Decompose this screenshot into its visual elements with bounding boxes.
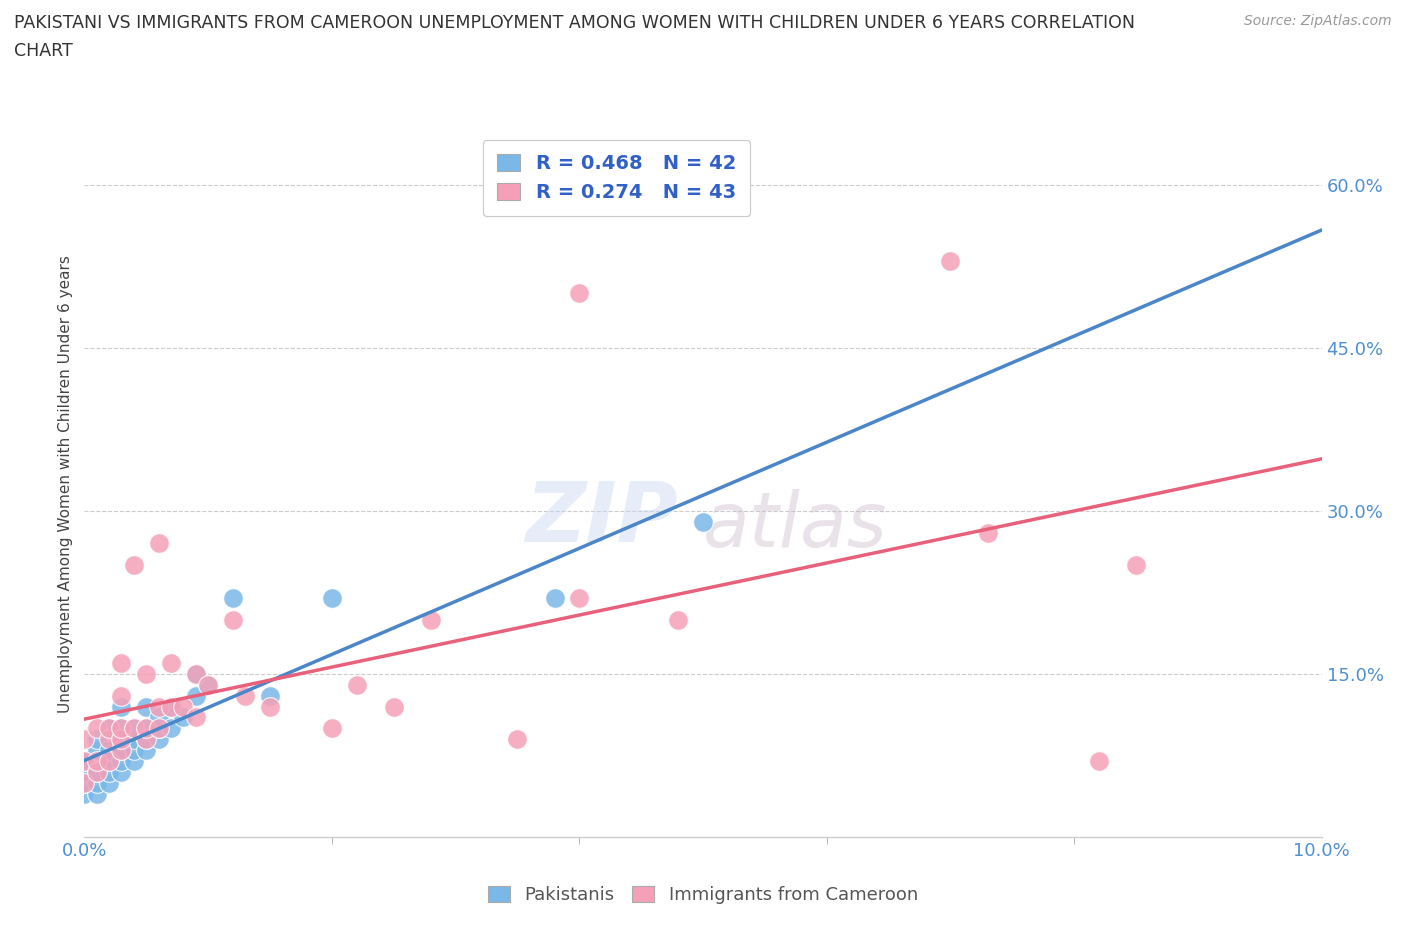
Point [692,514,714,529]
Point [568,286,591,300]
Point [233,688,256,703]
Point [568,591,591,605]
Point [73,753,96,768]
Point [110,721,132,736]
Point [321,591,343,605]
Point [506,732,529,747]
Point [73,764,96,779]
Point [543,591,565,605]
Point [98,753,121,768]
Point [122,721,145,736]
Point [321,721,343,736]
Point [135,732,157,747]
Point [135,721,157,736]
Point [73,732,96,747]
Point [184,667,207,682]
Point [86,721,108,736]
Point [86,732,108,747]
Point [122,753,145,768]
Point [259,688,281,703]
Point [73,776,96,790]
Point [148,721,170,736]
Point [382,699,405,714]
Point [939,253,962,268]
Point [666,612,689,627]
Point [86,764,108,779]
Point [73,786,96,801]
Point [98,753,121,768]
Point [148,732,170,747]
Point [135,721,157,736]
Point [172,699,194,714]
Text: PAKISTANI VS IMMIGRANTS FROM CAMEROON UNEMPLOYMENT AMONG WOMEN WITH CHILDREN UND: PAKISTANI VS IMMIGRANTS FROM CAMEROON UN… [14,14,1135,32]
Point [86,786,108,801]
Point [184,688,207,703]
Point [110,688,132,703]
Point [135,667,157,682]
Point [122,558,145,573]
Point [110,742,132,757]
Point [197,677,219,692]
Point [98,742,121,757]
Point [222,591,245,605]
Point [135,742,157,757]
Point [160,699,183,714]
Point [197,677,219,692]
Text: Source: ZipAtlas.com: Source: ZipAtlas.com [1244,14,1392,28]
Point [73,753,96,768]
Point [148,710,170,724]
Point [98,721,121,736]
Point [1125,558,1147,573]
Point [184,710,207,724]
Point [98,776,121,790]
Point [122,742,145,757]
Point [86,742,108,757]
Point [110,753,132,768]
Point [110,656,132,671]
Text: CHART: CHART [14,42,73,60]
Point [86,753,108,768]
Y-axis label: Unemployment Among Women with Children Under 6 years: Unemployment Among Women with Children U… [58,255,73,712]
Point [419,612,441,627]
Legend: Pakistanis, Immigrants from Cameroon: Pakistanis, Immigrants from Cameroon [481,879,925,911]
Point [160,656,183,671]
Point [110,764,132,779]
Point [98,721,121,736]
Point [98,732,121,747]
Point [346,677,368,692]
Point [259,699,281,714]
Point [98,764,121,779]
Point [160,721,183,736]
Point [148,699,170,714]
Point [122,721,145,736]
Point [172,710,194,724]
Point [976,525,998,540]
Point [110,721,132,736]
Text: atlas: atlas [703,489,887,563]
Point [86,776,108,790]
Point [122,732,145,747]
Point [110,742,132,757]
Point [148,536,170,551]
Point [184,667,207,682]
Point [1088,753,1111,768]
Point [110,732,132,747]
Point [86,764,108,779]
Point [160,699,183,714]
Point [73,776,96,790]
Text: ZIP: ZIP [526,478,678,560]
Legend: R = 0.468   N = 42, R = 0.274   N = 43: R = 0.468 N = 42, R = 0.274 N = 43 [484,140,749,216]
Point [148,721,170,736]
Point [135,732,157,747]
Point [110,699,132,714]
Point [135,699,157,714]
Point [222,612,245,627]
Point [110,732,132,747]
